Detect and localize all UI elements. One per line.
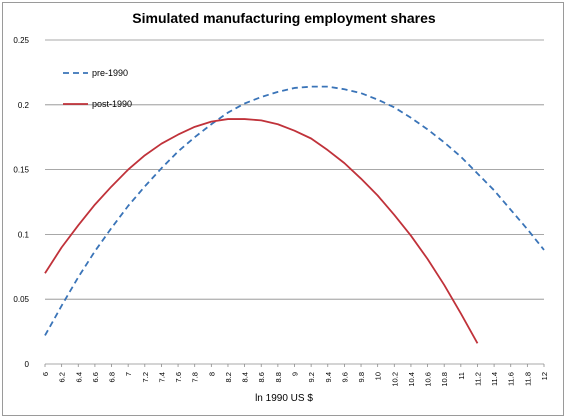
y-tick-label: 0.05 <box>13 295 29 304</box>
x-tick-label: 11.2 <box>473 372 482 386</box>
x-tick-label: 10.2 <box>390 372 399 387</box>
x-tick-label: 8.8 <box>274 372 283 382</box>
x-tick-label: 7.8 <box>191 372 200 382</box>
y-tick-label: 0.15 <box>13 166 29 175</box>
x-tick-label: 7 <box>124 372 133 376</box>
x-tick-label: 7.2 <box>141 372 150 382</box>
axis-layer: 0 0.05 0.1 0.15 0.2 0.25 6 6.2 6.4 6.6 6.8 7 7.2 7.4 7… <box>13 36 549 387</box>
x-tick-label: 10.8 <box>440 372 449 387</box>
chart-title: Simulated manufacturing employment share… <box>132 10 436 26</box>
x-tick-label: 9.8 <box>357 372 366 382</box>
x-tick-label: 9.2 <box>307 372 316 382</box>
x-tick-label: 11 <box>457 372 466 380</box>
legend-label: pre-1990 <box>92 68 128 78</box>
x-tick-label: 8.4 <box>241 372 250 382</box>
x-tick-label: 6.2 <box>58 372 67 382</box>
x-tick-label: 8.2 <box>224 372 233 382</box>
x-tick-label: 9.4 <box>324 372 333 382</box>
x-tick-label: 8.6 <box>257 372 266 382</box>
y-tick-label: 0.25 <box>13 36 29 45</box>
x-tick-label: 11.6 <box>507 372 516 386</box>
x-tick-label: 9 <box>291 372 300 376</box>
x-tick-label: 10.4 <box>407 372 416 387</box>
x-tick-label: 7.6 <box>174 372 183 382</box>
legend: pre-1990 post-1990 <box>63 68 132 109</box>
x-tick-label: 6.6 <box>91 372 100 382</box>
x-tick-label: 6 <box>41 372 50 376</box>
x-tick-label: 10 <box>374 372 383 380</box>
series-layer <box>44 85 545 344</box>
series-line-post-1990 <box>44 118 479 344</box>
x-tick-label: 6.4 <box>74 372 83 382</box>
chart-frame <box>2 2 564 416</box>
x-axis-title: ln 1990 US $ <box>255 393 313 404</box>
y-tick-label: 0 <box>25 360 30 369</box>
legend-label: post-1990 <box>92 99 132 109</box>
x-tick-label: 10.6 <box>424 372 433 387</box>
series-line-pre-1990 <box>44 85 545 336</box>
x-tick-label: 6.8 <box>108 372 117 382</box>
x-tick-label: 12 <box>540 372 549 380</box>
x-tick-label: 11.4 <box>490 372 499 386</box>
x-tick-label: 8 <box>207 372 216 376</box>
x-tick-label: 11.8 <box>523 372 532 386</box>
y-tick-label: 0.2 <box>18 101 30 110</box>
x-tick-label: 7.4 <box>157 372 166 382</box>
y-tick-label: 0.1 <box>18 230 30 239</box>
x-tick-label: 9.6 <box>340 372 349 382</box>
grid-layer <box>45 39 544 300</box>
